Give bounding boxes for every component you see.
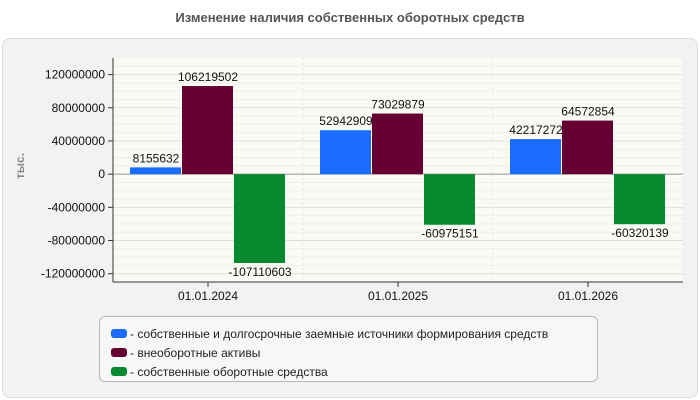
y-tick-label: 0 <box>98 167 105 181</box>
x-tick-label: 01.01.2024 <box>178 289 238 303</box>
data-label: 64572854 <box>561 105 615 119</box>
bar <box>320 130 371 175</box>
data-label: 73029879 <box>371 98 425 112</box>
data-label: -60320139 <box>611 226 669 240</box>
data-label: 8155632 <box>133 151 180 165</box>
x-tick-label: 01.01.2026 <box>558 289 618 303</box>
y-tick-label: 40000000 <box>52 134 106 148</box>
bar <box>372 113 423 175</box>
data-label: 106219502 <box>178 70 238 84</box>
bar <box>130 167 181 175</box>
chart-title: Изменение наличия собственных оборотных … <box>175 10 525 25</box>
bar <box>562 120 613 175</box>
y-axis-title: тыс. <box>13 153 27 179</box>
bar <box>182 86 233 175</box>
legend-label-noncurrent-assets: - внеоборотные активы <box>130 345 261 360</box>
bar <box>510 139 561 175</box>
chart-legend: - собственные и долгосрочные заемные ист… <box>99 316 598 382</box>
x-tick-label: 01.01.2025 <box>368 289 428 303</box>
legend-label-sources: - собственные и долгосрочные заемные ист… <box>130 326 549 341</box>
legend-item-sources: - собственные и долгосрочные заемные ист… <box>100 324 597 343</box>
legend-swatch-sources <box>111 329 127 338</box>
legend-label-working-capital: - собственные оборотные средства <box>130 364 328 379</box>
bar <box>614 174 665 225</box>
data-label: -60975151 <box>421 227 479 241</box>
bar <box>234 174 285 264</box>
legend-item-working-capital: - собственные оборотные средства <box>100 362 597 381</box>
legend-swatch-noncurrent-assets <box>111 348 127 357</box>
data-label: 52942909 <box>319 114 373 128</box>
legend-item-noncurrent-assets: - внеоборотные активы <box>100 343 597 362</box>
y-tick-label: -120000000 <box>41 267 105 281</box>
y-tick-label: 80000000 <box>52 101 106 115</box>
y-tick-label: -40000000 <box>48 200 106 214</box>
legend-swatch-working-capital <box>111 367 127 376</box>
bar <box>424 174 475 225</box>
y-tick-label: 120000000 <box>45 68 105 82</box>
data-label: 42217272 <box>509 123 563 137</box>
data-label: -107110603 <box>228 265 291 279</box>
y-tick-label: -80000000 <box>48 234 106 248</box>
